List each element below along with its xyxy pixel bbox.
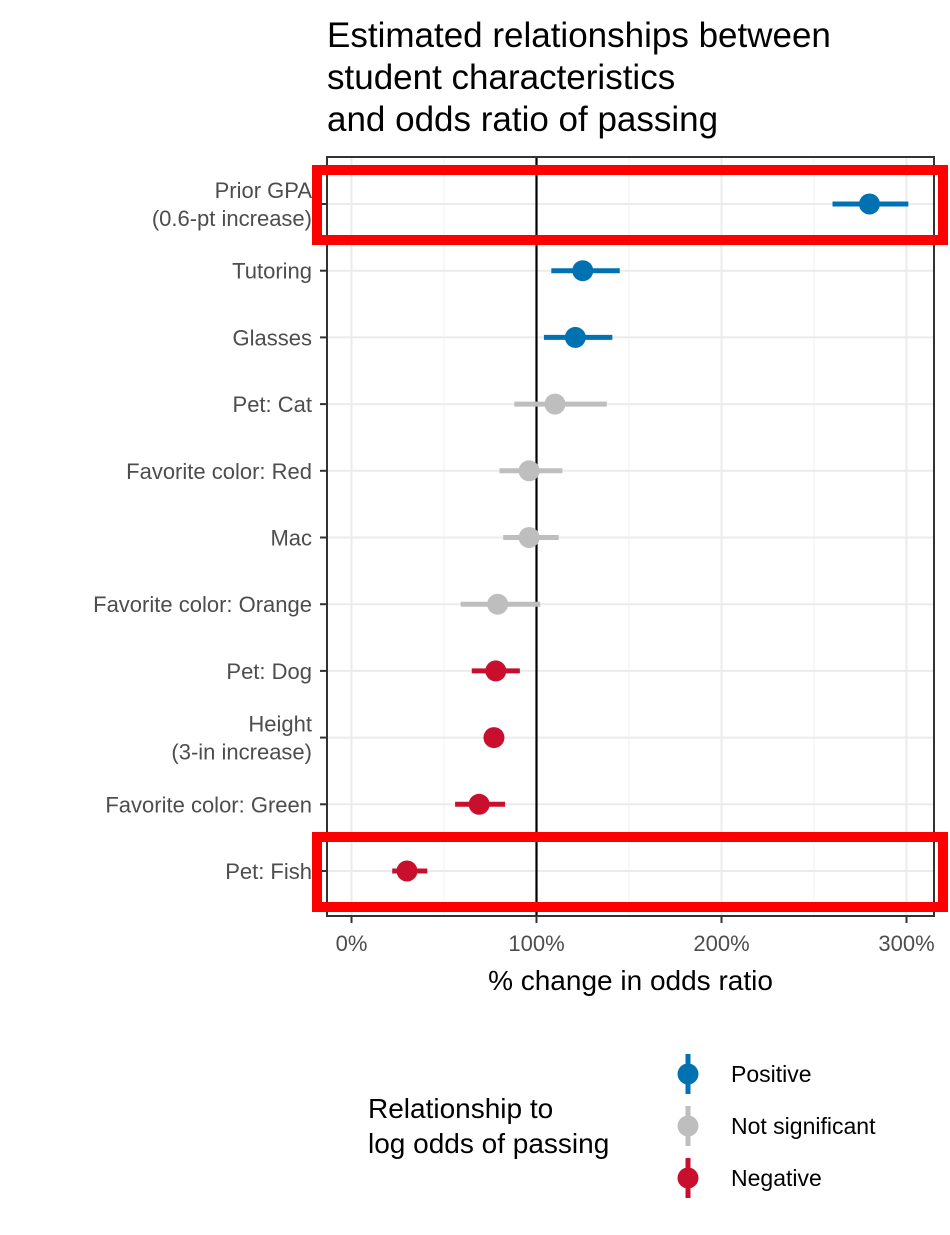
y-label: Prior GPA — [215, 178, 313, 203]
legend: Relationship to log odds of passing Positi… — [368, 1054, 876, 1198]
highlight-box — [312, 165, 948, 245]
x-tick-label: 100% — [508, 931, 564, 956]
legend-label: Positive — [731, 1061, 812, 1087]
y-label: Pet: Fish — [225, 859, 312, 884]
data-marks — [392, 193, 909, 882]
y-label: Glasses — [233, 325, 312, 350]
panel-border — [326, 156, 935, 917]
legend-key-point — [677, 1063, 699, 1085]
x-tick-label: 300% — [878, 931, 934, 956]
y-label: (3-in increase) — [171, 740, 312, 765]
y-label: Tutoring — [232, 259, 312, 284]
x-tick-label: 0% — [336, 931, 368, 956]
estimate-point — [487, 593, 509, 615]
title-line-2: student characteristics — [327, 58, 675, 97]
y-label: Mac — [270, 526, 312, 551]
title-line-1: Estimated relationships between — [327, 16, 831, 55]
legend-key-point — [677, 1167, 699, 1189]
grid-lines — [327, 157, 934, 916]
estimate-point — [468, 793, 490, 815]
estimate-point — [572, 260, 594, 282]
y-label: (0.6-pt increase) — [152, 206, 312, 231]
legend-label: Not significant — [731, 1113, 876, 1139]
estimate-point — [564, 326, 586, 348]
y-label: Favorite color: Orange — [93, 592, 312, 617]
y-label: Favorite color: Red — [126, 459, 312, 484]
highlight-boxes — [312, 165, 948, 912]
highlight-box — [312, 832, 948, 912]
estimate-point — [518, 460, 540, 482]
estimate-point — [396, 860, 418, 882]
title-line-3: and odds ratio of passing — [327, 100, 718, 139]
axis-ticks — [320, 203, 908, 923]
x-tick-label: 200% — [693, 931, 749, 956]
legend-title-line: Relationship to — [368, 1093, 553, 1124]
y-label: Pet: Cat — [233, 392, 312, 417]
estimate-point — [485, 660, 507, 682]
y-label: Height — [248, 712, 312, 737]
y-label: Pet: Dog — [226, 659, 312, 684]
x-axis-label: % change in odds ratio — [488, 965, 773, 996]
estimate-point — [859, 193, 880, 215]
legend-label: Negative — [731, 1165, 822, 1191]
legend-title-line: log odds of passing — [368, 1128, 609, 1159]
y-axis-labels: Prior GPA (0.6-pt increase) Tutoring Glasse… — [93, 178, 312, 884]
x-axis-tick-labels: 0% 100% 200% 300% — [336, 931, 935, 956]
estimate-point — [483, 727, 505, 749]
legend-key-point — [677, 1115, 699, 1137]
estimate-point — [544, 393, 566, 415]
y-label: Favorite color: Green — [105, 792, 312, 817]
estimate-point — [518, 527, 540, 548]
